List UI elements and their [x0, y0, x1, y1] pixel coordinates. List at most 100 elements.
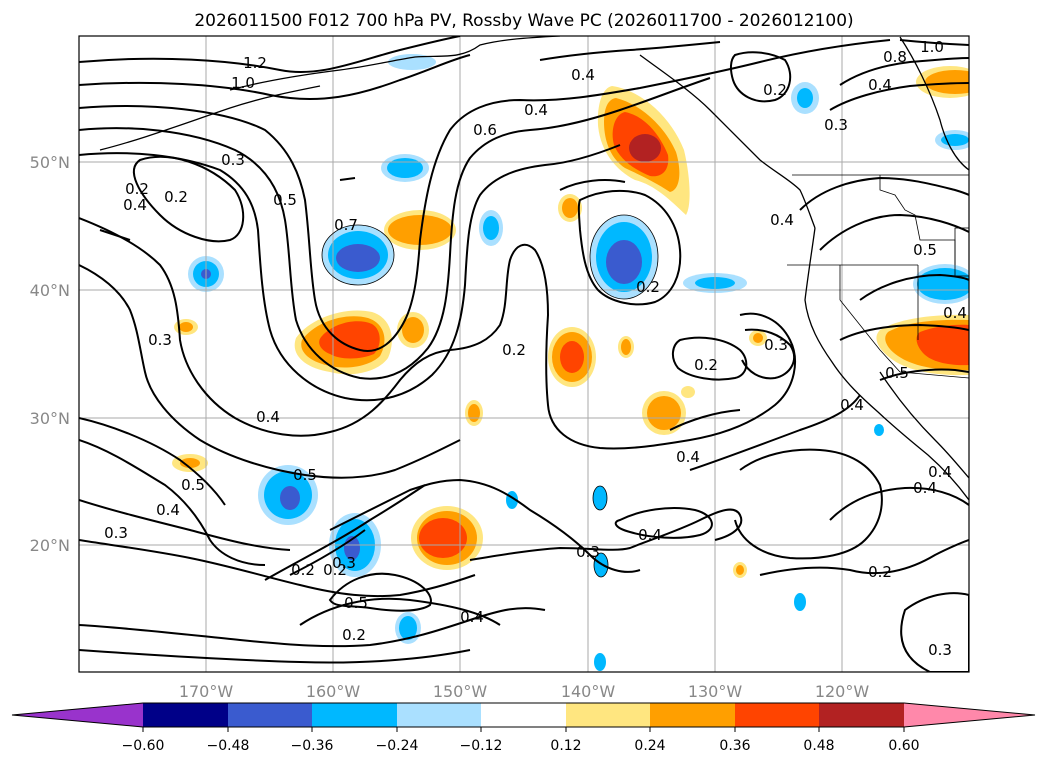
contour-label: 0.3 [764, 336, 788, 354]
pos-anomaly-area [925, 70, 969, 94]
contour-label: 0.6 [473, 121, 497, 139]
colorbar-segment [650, 703, 735, 727]
lat-label: 30°N [30, 409, 70, 428]
pos-anomaly-area [916, 324, 969, 366]
pos-anomaly-area [736, 565, 744, 575]
contour-label: 0.4 [840, 396, 864, 414]
pv-contour [899, 39, 969, 46]
contour-label: 1.0 [920, 38, 944, 56]
lon-label: 130°W [688, 682, 743, 701]
pv-contour [829, 486, 969, 521]
pv-contour [79, 417, 226, 506]
neg-anomaly-area [593, 486, 607, 510]
pos-anomaly-area [681, 386, 695, 398]
pos-anomaly-area [629, 134, 661, 162]
pv-contour [669, 409, 741, 431]
colorbar-segment [143, 703, 228, 727]
pos-anomaly-area [468, 404, 480, 422]
pos-anomaly-area [179, 322, 193, 332]
pv-contour [539, 41, 721, 61]
colorbar-tick-label: 0.60 [888, 738, 919, 754]
colorbar-tick-label: −0.24 [376, 738, 419, 754]
pv-contour [689, 394, 861, 471]
neg-anomaly-area [399, 616, 417, 640]
interior-coast [899, 36, 969, 171]
contour-label: 0.2 [323, 561, 347, 579]
colorbar-tick-label: 0.12 [550, 738, 581, 754]
lat-label: 20°N [30, 536, 70, 555]
pv-contour [299, 597, 501, 626]
pv-contour [741, 328, 795, 380]
contour-label: 0.2 [164, 188, 188, 206]
pv-contour [339, 177, 356, 181]
colorbar-tick-label: −0.60 [122, 738, 165, 754]
contour-label: 0.5 [273, 191, 297, 209]
gulf-of-california-coast [879, 371, 969, 479]
map-panel: 1.2 1.0 0.4 0.6 0.4 0.3 0.2 0.4 0.2 0.3 … [78, 35, 970, 673]
pv-contour [879, 368, 969, 381]
pv-contour [329, 478, 641, 573]
pv-contour [79, 39, 891, 352]
lon-label: 150°W [433, 682, 488, 701]
alaska-peninsula-coast [229, 36, 561, 91]
contour-label: 0.3 [576, 543, 600, 561]
pv-contour [79, 217, 796, 450]
contour-label: 0.3 [928, 641, 952, 659]
neg-anomaly-outline [592, 485, 608, 511]
pv-contour [79, 649, 471, 664]
colorbar-segment [735, 703, 819, 727]
contour-label: 0.7 [334, 216, 358, 234]
neg-anomaly-area [874, 424, 884, 436]
pv-contour [729, 51, 792, 103]
neg-anomaly-area [280, 486, 300, 510]
neg-anomaly-area [917, 268, 969, 300]
pos-anomaly-area [562, 198, 578, 218]
neg-anomaly-area [483, 216, 499, 240]
colorbar-segment [228, 703, 312, 727]
pv-contour [900, 592, 969, 672]
pv-contour [79, 36, 461, 73]
negative-shading-outlines [321, 214, 659, 578]
pos-anomaly-area [647, 396, 681, 430]
lon-label: 140°W [561, 682, 616, 701]
pv-contour [799, 176, 969, 211]
neg-anomaly-outline [593, 552, 609, 578]
california-baja-coast [804, 227, 969, 501]
pv-contour [577, 189, 682, 306]
contour-label: 0.3 [221, 151, 245, 169]
pv-contour [79, 54, 471, 100]
colorbar-tick-label: 0.24 [634, 738, 665, 754]
colorbar-tick-labels: −0.60 −0.48 −0.36 −0.24 −0.12 0.12 0.24 … [122, 738, 920, 754]
colorbar-segment [397, 703, 481, 727]
neg-anomaly-area [336, 244, 380, 272]
contour-label: 0.4 [676, 448, 700, 466]
state-border [839, 299, 901, 373]
pv-contour [839, 323, 969, 341]
contour-label: 0.4 [943, 304, 967, 322]
pos-anomaly-area [402, 317, 424, 343]
longitude-labels: 170°W 160°W 150°W 140°W 130°W 120°W [179, 682, 870, 701]
pv-contour [829, 82, 969, 111]
contour-label: 0.5 [293, 466, 317, 484]
pos-anomaly-area [388, 215, 452, 245]
pv-contour [79, 264, 461, 479]
positive-anomaly-shading [172, 66, 969, 578]
contour-label: 0.2 [342, 626, 366, 644]
pv-contours [79, 36, 969, 672]
colorbar-tick-label: −0.36 [291, 738, 334, 754]
contour-label: 0.5 [885, 364, 909, 382]
neg-anomaly-area [606, 240, 642, 284]
pv-contour [734, 448, 883, 560]
pv-contour [79, 499, 291, 551]
contour-label: 0.4 [524, 101, 548, 119]
lon-label: 160°W [306, 682, 361, 701]
colorbar-extend-max [904, 703, 1035, 727]
contour-label: 0.2 [502, 341, 526, 359]
colorbar-tick-label: 0.36 [719, 738, 750, 754]
contour-label: 0.2 [694, 356, 718, 374]
neg-anomaly-outline [589, 214, 659, 300]
neg-anomaly-area [594, 653, 606, 671]
pv-contour [79, 439, 266, 566]
pos-anomaly-area [621, 339, 631, 355]
plot-title: 2026011500 F012 700 hPa PV, Rossby Wave … [194, 11, 853, 31]
